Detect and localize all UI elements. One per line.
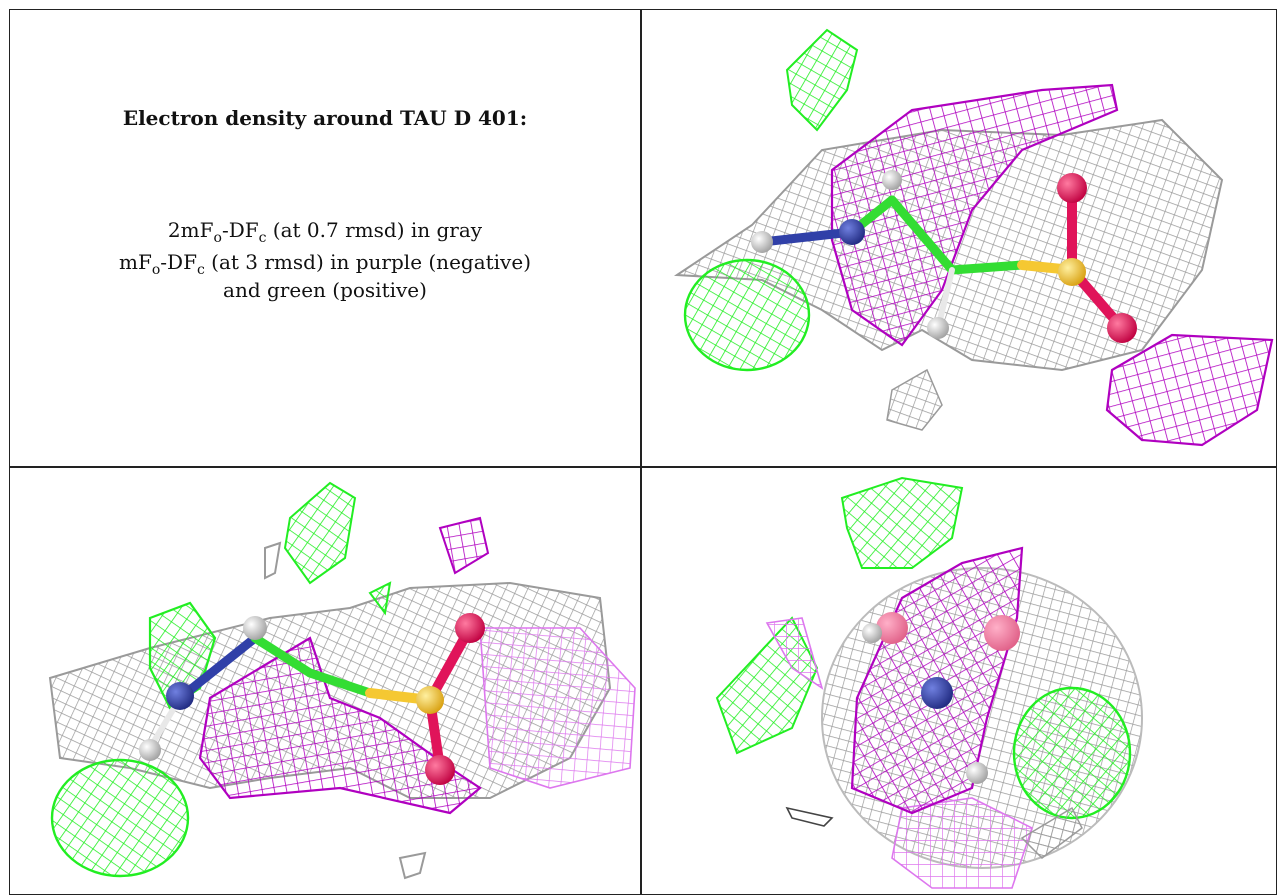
caption-line1-a: 2mF [167,218,214,242]
nitrogen-atom [166,682,194,710]
caption-line-purple: mFo-DFc (at 3 rmsd) in purple (negative) [10,250,640,278]
negative-density-mesh-2 [198,636,482,815]
positive-density-mesh [840,476,964,569]
positive-density-sphere [683,258,811,372]
density-view-bottom-left [10,468,640,894]
sulfur-atom [1058,258,1086,286]
caption-line1-rest: (at 0.7 rmsd) in gray [266,218,483,242]
caption-line2-rest: (at 3 rmsd) in purple (negative) [204,250,531,274]
positive-density-sphere [50,758,190,878]
hydrogen-atom [927,317,949,339]
figure-grid [9,9,1277,895]
grid-horizontal-divider [9,466,1277,468]
caption-line2-b-sub: c [196,262,205,278]
hydrogen-atom [243,616,267,640]
caption-line-green: and green (positive) [223,278,427,302]
nitrogen-atom [839,219,865,245]
negative-density-mesh [830,83,1119,347]
oxygen-atom [984,615,1020,651]
negative-density-mesh-2 [1105,333,1274,447]
nitrogen-atom [921,677,953,709]
hydrogen-atom [862,623,882,643]
negative-density-mesh-light [479,627,636,789]
caption-line2-a: mF [119,250,152,274]
density-render-1 [673,28,1274,447]
caption-line-gray: 2mFo-DFc (at 0.7 rmsd) in gray [10,218,640,246]
hydrogen-atom [882,170,902,190]
oxygen-atom [1107,313,1137,343]
caption-cell: Electron density around TAU D 401: 2mFo-… [10,10,640,466]
density-render-3 [715,476,1143,889]
density-render-2 [48,481,636,880]
gray-density-fragment-2 [1020,806,1083,859]
oxygen-atom [455,613,485,643]
molecule-bonds [757,185,1127,333]
positive-density-sphere [1012,686,1132,820]
negative-density-mesh [438,516,490,575]
gray-density-fragment-2 [398,851,427,880]
gray-density-fragment [264,541,282,580]
caption-line1-a-sub: o [213,230,222,246]
grid-vertical-divider [640,9,642,895]
negative-density-fragment [765,617,824,690]
density-view-top-right [642,10,1276,465]
caption-line2-a-sub: o [151,262,161,278]
positive-density-mesh [283,481,357,585]
hydrogen-atom [139,739,161,761]
density-view-bottom-right [642,468,1276,894]
sulfur-atom [416,686,444,714]
hydrogen-atom [751,231,773,253]
negative-density-mesh-light [891,797,1033,889]
positive-density-fragment [368,581,392,616]
oxygen-atom [876,612,908,644]
caption-line2-b: -DF [160,250,197,274]
oxygen-atom [425,755,455,785]
gray-density-fragment [785,806,834,827]
caption-title: Electron density around TAU D 401: [122,106,528,130]
positive-density-mesh [785,28,859,132]
caption-line1-b: -DF [221,218,259,242]
oxygen-atom [1057,173,1087,203]
caption-line1-b-sub: c [258,230,267,246]
gray-density-fragment [886,368,943,431]
hydrogen-atom [966,762,988,784]
